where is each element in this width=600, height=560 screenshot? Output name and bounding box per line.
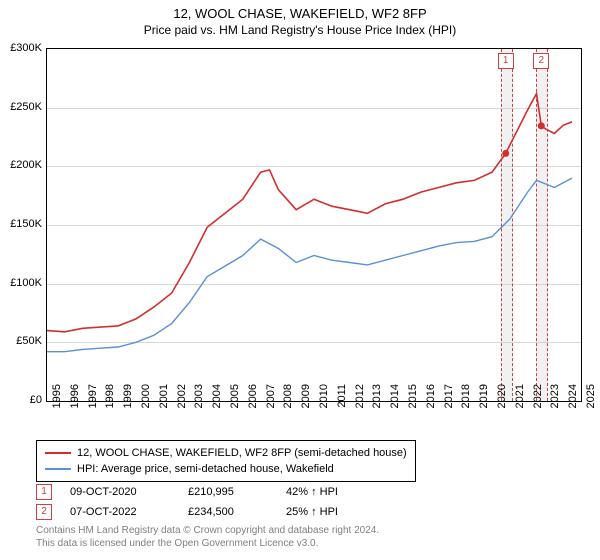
legend-swatch-price (45, 452, 71, 454)
credits-text: Contains HM Land Registry data © Crown c… (36, 524, 379, 550)
chart-legend: 12, WOOL CHASE, WAKEFIELD, WF2 8FP (semi… (36, 440, 416, 482)
sale-pct-vs-hpi: 42% ↑ HPI (286, 486, 376, 498)
line-series-price_paid (47, 94, 572, 332)
x-axis-tick-label: 1998 (104, 384, 116, 424)
chart-title-line2: Price paid vs. HM Land Registry's House … (0, 23, 600, 37)
x-axis-tick-label: 2007 (265, 384, 277, 424)
x-axis-tick-label: 2012 (354, 384, 366, 424)
x-axis-tick-label: 2000 (140, 384, 152, 424)
x-axis-tick-label: 1999 (122, 384, 134, 424)
x-axis-tick-label: 1997 (87, 384, 99, 424)
x-axis-tick-label: 2024 (567, 384, 579, 424)
x-axis-tick-label: 2022 (532, 384, 544, 424)
legend-swatch-hpi (45, 468, 71, 470)
x-axis-tick-label: 2016 (425, 384, 437, 424)
credits-line1: Contains HM Land Registry data © Crown c… (36, 524, 379, 537)
chart-lines-svg (47, 49, 581, 401)
x-axis-tick-label: 2023 (549, 384, 561, 424)
x-axis-tick-label: 2005 (229, 384, 241, 424)
x-axis-tick-label: 2006 (247, 384, 259, 424)
legend-label-price: 12, WOOL CHASE, WAKEFIELD, WF2 8FP (semi… (77, 447, 407, 459)
chart-title-line1: 12, WOOL CHASE, WAKEFIELD, WF2 8FP (0, 6, 600, 21)
sale-price: £234,500 (188, 506, 268, 518)
sale-marker-label: 2 (533, 53, 549, 69)
legend-label-hpi: HPI: Average price, semi-detached house,… (77, 463, 334, 475)
x-axis-tick-label: 2008 (282, 384, 294, 424)
y-axis-tick-label: £250K (10, 101, 42, 113)
x-axis-tick-label: 2002 (176, 384, 188, 424)
sale-index-box: 1 (36, 484, 52, 500)
sales-table: 1 09-OCT-2020 £210,995 42% ↑ HPI 2 07-OC… (36, 482, 376, 522)
x-axis-tick-label: 2025 (585, 384, 597, 424)
y-axis-tick-label: £100K (10, 277, 42, 289)
y-axis-tick-label: £50K (16, 335, 42, 347)
x-axis-tick-label: 2019 (478, 384, 490, 424)
sale-price: £210,995 (188, 486, 268, 498)
sale-index-box: 2 (36, 504, 52, 520)
x-axis-tick-label: 1996 (69, 384, 81, 424)
x-axis-tick-label: 2001 (158, 384, 170, 424)
x-axis-tick-label: 1995 (51, 384, 63, 424)
sales-row: 2 07-OCT-2022 £234,500 25% ↑ HPI (36, 502, 376, 522)
y-axis-tick-label: £300K (10, 42, 42, 54)
x-axis-tick-label: 2014 (389, 384, 401, 424)
x-axis-tick-label: 2021 (514, 384, 526, 424)
credits-line2: This data is licensed under the Open Gov… (36, 537, 379, 550)
sale-date: 07-OCT-2022 (70, 506, 170, 518)
sales-row: 1 09-OCT-2020 £210,995 42% ↑ HPI (36, 482, 376, 502)
line-series-hpi (47, 178, 572, 352)
y-axis-tick-label: £150K (10, 218, 42, 230)
x-axis-tick-label: 2010 (318, 384, 330, 424)
sale-date: 09-OCT-2020 (70, 486, 170, 498)
y-axis-tick-label: £200K (10, 159, 42, 171)
x-axis-tick-label: 2017 (443, 384, 455, 424)
sale-pct-vs-hpi: 25% ↑ HPI (286, 506, 376, 518)
sale-marker-dot (502, 150, 509, 157)
x-axis-tick-label: 2004 (211, 384, 223, 424)
x-axis-tick-label: 2020 (496, 384, 508, 424)
sale-marker-label: 1 (498, 53, 514, 69)
sale-marker-dot (538, 122, 545, 129)
chart-plot-area: 12 (46, 48, 582, 402)
x-axis-tick-label: 2009 (300, 384, 312, 424)
x-axis-tick-label: 2003 (193, 384, 205, 424)
y-axis-tick-label: £0 (30, 394, 42, 406)
x-axis-tick-label: 2015 (407, 384, 419, 424)
x-axis-tick-label: 2018 (460, 384, 472, 424)
x-axis-tick-label: 2011 (336, 384, 348, 424)
x-axis-tick-label: 2013 (371, 384, 383, 424)
